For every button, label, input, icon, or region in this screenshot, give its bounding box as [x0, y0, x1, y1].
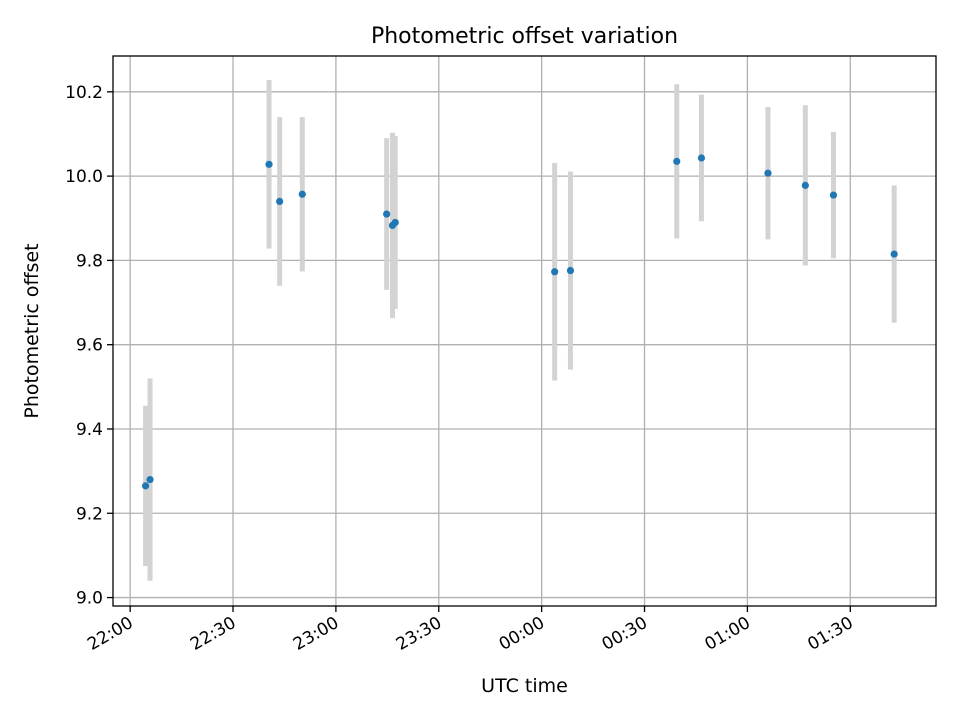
data-point [829, 191, 838, 199]
x-tick-label: 22:00 [84, 613, 136, 655]
data-point [801, 181, 809, 189]
data-point [298, 190, 306, 198]
data-point [764, 169, 772, 177]
y-tick-label: 9.0 [76, 589, 103, 609]
data-point [697, 154, 706, 162]
x-tick-label: 01:00 [701, 613, 753, 655]
data-point [141, 482, 150, 490]
plot-background [113, 56, 936, 606]
data-point [551, 268, 559, 276]
y-tick-label: 9.8 [76, 251, 103, 271]
x-tick-label: 00:30 [599, 613, 651, 655]
data-point [383, 210, 391, 218]
data-point [146, 475, 154, 484]
y-tick-label: 10.0 [65, 167, 103, 187]
chart-title: Photometric offset variation [371, 24, 678, 49]
x-tick-label: 00:00 [496, 613, 548, 655]
x-axis-label: UTC time [481, 675, 568, 697]
y-axis-label: Photometric offset [21, 243, 43, 418]
data-point [276, 197, 284, 206]
grid [113, 56, 936, 606]
y-tick-label: 9.2 [76, 504, 103, 524]
x-tick-label: 23:00 [290, 613, 342, 655]
data-point [890, 250, 898, 258]
data-point [566, 266, 575, 275]
x-tick-label: 01:30 [804, 613, 856, 655]
y-tick-label: 9.6 [76, 336, 103, 356]
markers [141, 154, 898, 490]
data-point [265, 160, 273, 168]
x-tick-label: 22:30 [187, 613, 239, 655]
data-point [391, 218, 399, 227]
x-axis-ticks: 22:00 22:30 23:00 23:30 00:00 00:30 01:00 01:30 [84, 606, 857, 655]
y-axis-ticks: 9.0 9.2 9.4 9.6 9.8 10.0 10.2 [65, 83, 113, 609]
x-tick-label: 23:30 [393, 613, 445, 655]
y-tick-label: 9.4 [76, 420, 103, 440]
plot-frame [112, 55, 937, 607]
y-tick-label: 10.2 [65, 83, 103, 103]
data-point [673, 157, 681, 165]
